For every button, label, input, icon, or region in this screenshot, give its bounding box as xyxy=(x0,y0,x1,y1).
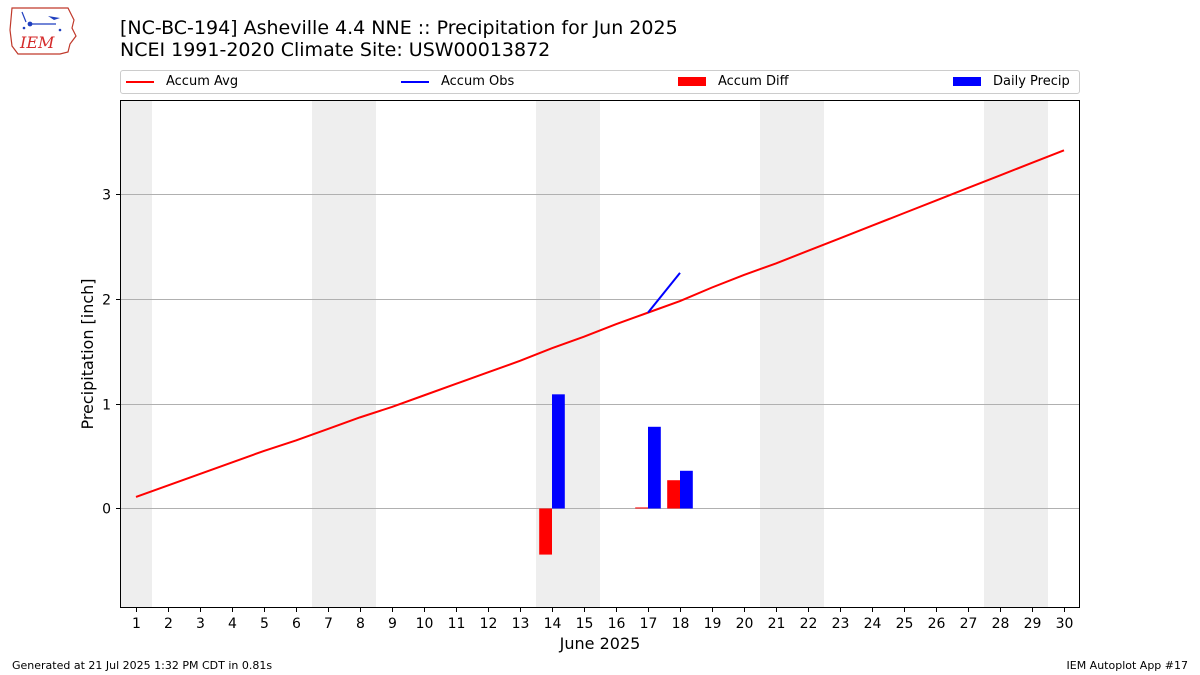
accum-avg-line xyxy=(135,149,1065,498)
x-tick-label-9: 9 xyxy=(388,616,397,632)
weekend-shading xyxy=(120,100,1048,608)
x-tick-label-27: 27 xyxy=(960,616,978,632)
weekend-band-29 xyxy=(1016,100,1048,608)
x-tick-label-19: 19 xyxy=(704,616,722,632)
legend-item-accum-diff: Accum Diff xyxy=(678,74,789,89)
x-axis-label: June 2025 xyxy=(559,634,641,653)
y-tick-label-2: 2 xyxy=(102,293,111,309)
y-tick-label-3: 3 xyxy=(102,188,111,204)
x-tick-label-30: 30 xyxy=(1056,616,1074,632)
x-tick-label-14: 14 xyxy=(544,616,562,632)
weekend-band-8 xyxy=(344,100,376,608)
legend-item-accum-obs: Accum Obs xyxy=(401,74,514,89)
x-tick-label-12: 12 xyxy=(480,616,498,632)
y-tick-label-0: 0 xyxy=(102,502,111,518)
daily-precip-bar-day-17 xyxy=(648,426,661,509)
x-axis: 1 2 3 4 5 6 7 8 9 10 11 12 13 14 15 16 17 18 19 20 21 22 23 24 2… xyxy=(132,608,1073,632)
x-tick-label-4: 4 xyxy=(228,616,237,632)
daily-precip-bar-day-18 xyxy=(680,470,693,509)
footer-app: IEM Autoplot App #17 xyxy=(1066,659,1189,672)
x-tick-label-24: 24 xyxy=(864,616,882,632)
x-tick-label-16: 16 xyxy=(608,616,626,632)
x-tick-label-15: 15 xyxy=(576,616,594,632)
x-tick-label-5: 5 xyxy=(260,616,269,632)
legend-swatch-daily-precip xyxy=(953,77,981,86)
x-tick-label-17: 17 xyxy=(640,616,658,632)
chart-title: [NC-BC-194] Asheville 4.4 NNE :: Precipi… xyxy=(120,17,678,39)
legend-item-accum-avg: Accum Avg xyxy=(126,74,238,89)
x-tick-label-21: 21 xyxy=(768,616,786,632)
x-tick-label-13: 13 xyxy=(512,616,530,632)
x-tick-label-11: 11 xyxy=(448,616,466,632)
footer-generated: Generated at 21 Jul 2025 1:32 PM CDT in … xyxy=(12,659,273,672)
x-tick-label-25: 25 xyxy=(896,616,914,632)
legend-label-accum-diff: Accum Diff xyxy=(718,74,789,89)
x-tick-label-6: 6 xyxy=(292,616,301,632)
weekend-band-21 xyxy=(760,100,792,608)
weekend-band-22 xyxy=(792,100,824,608)
weekend-band-1 xyxy=(120,100,152,608)
lines xyxy=(135,149,1065,498)
x-tick-label-28: 28 xyxy=(992,616,1010,632)
x-tick-label-18: 18 xyxy=(672,616,690,632)
legend-label-accum-obs: Accum Obs xyxy=(441,74,515,89)
y-axis-label: Precipitation [inch] xyxy=(78,278,97,429)
y-gridlines xyxy=(120,194,1080,509)
x-tick-label-22: 22 xyxy=(800,616,818,632)
x-tick-label-26: 26 xyxy=(928,616,946,632)
x-tick-label-8: 8 xyxy=(356,616,365,632)
accum-diff-bar-day-14 xyxy=(539,508,552,555)
y-tick-label-1: 1 xyxy=(102,398,111,414)
weekend-band-15 xyxy=(568,100,600,608)
legend-swatch-accum-avg xyxy=(126,80,154,83)
bars xyxy=(539,394,693,555)
legend: Accum Avg Accum Obs Accum Diff Daily Pre… xyxy=(120,70,1080,94)
daily-precip-bar-day-14 xyxy=(552,394,565,509)
accum-obs-line xyxy=(647,272,681,314)
x-tick-label-1: 1 xyxy=(132,616,141,632)
x-tick-label-23: 23 xyxy=(832,616,850,632)
weekend-band-7 xyxy=(312,100,344,608)
x-tick-label-29: 29 xyxy=(1024,616,1042,632)
y-axis: 0 1 2 3 xyxy=(102,188,120,518)
accum-diff-bar-day-18 xyxy=(667,480,680,509)
x-tick-label-10: 10 xyxy=(416,616,434,632)
plot-frame xyxy=(120,100,1080,608)
x-tick-label-20: 20 xyxy=(736,616,754,632)
legend-swatch-accum-obs xyxy=(401,80,429,83)
x-tick-label-3: 3 xyxy=(196,616,205,632)
legend-label-daily-precip: Daily Precip xyxy=(993,74,1070,89)
legend-item-daily-precip: Daily Precip xyxy=(953,74,1070,89)
legend-swatch-accum-diff xyxy=(678,77,706,86)
x-tick-label-2: 2 xyxy=(164,616,173,632)
x-tick-label-7: 7 xyxy=(324,616,333,632)
chart-subtitle: NCEI 1991-2020 Climate Site: USW00013872 xyxy=(120,39,551,61)
iem-logo: IEM xyxy=(8,6,80,58)
legend-label-accum-avg: Accum Avg xyxy=(166,74,239,89)
iem-logo-graphic: IEM xyxy=(9,7,77,55)
accum-diff-bar-day-17 xyxy=(635,507,648,509)
weekend-band-28 xyxy=(984,100,1016,608)
logo-text: IEM xyxy=(19,33,55,52)
